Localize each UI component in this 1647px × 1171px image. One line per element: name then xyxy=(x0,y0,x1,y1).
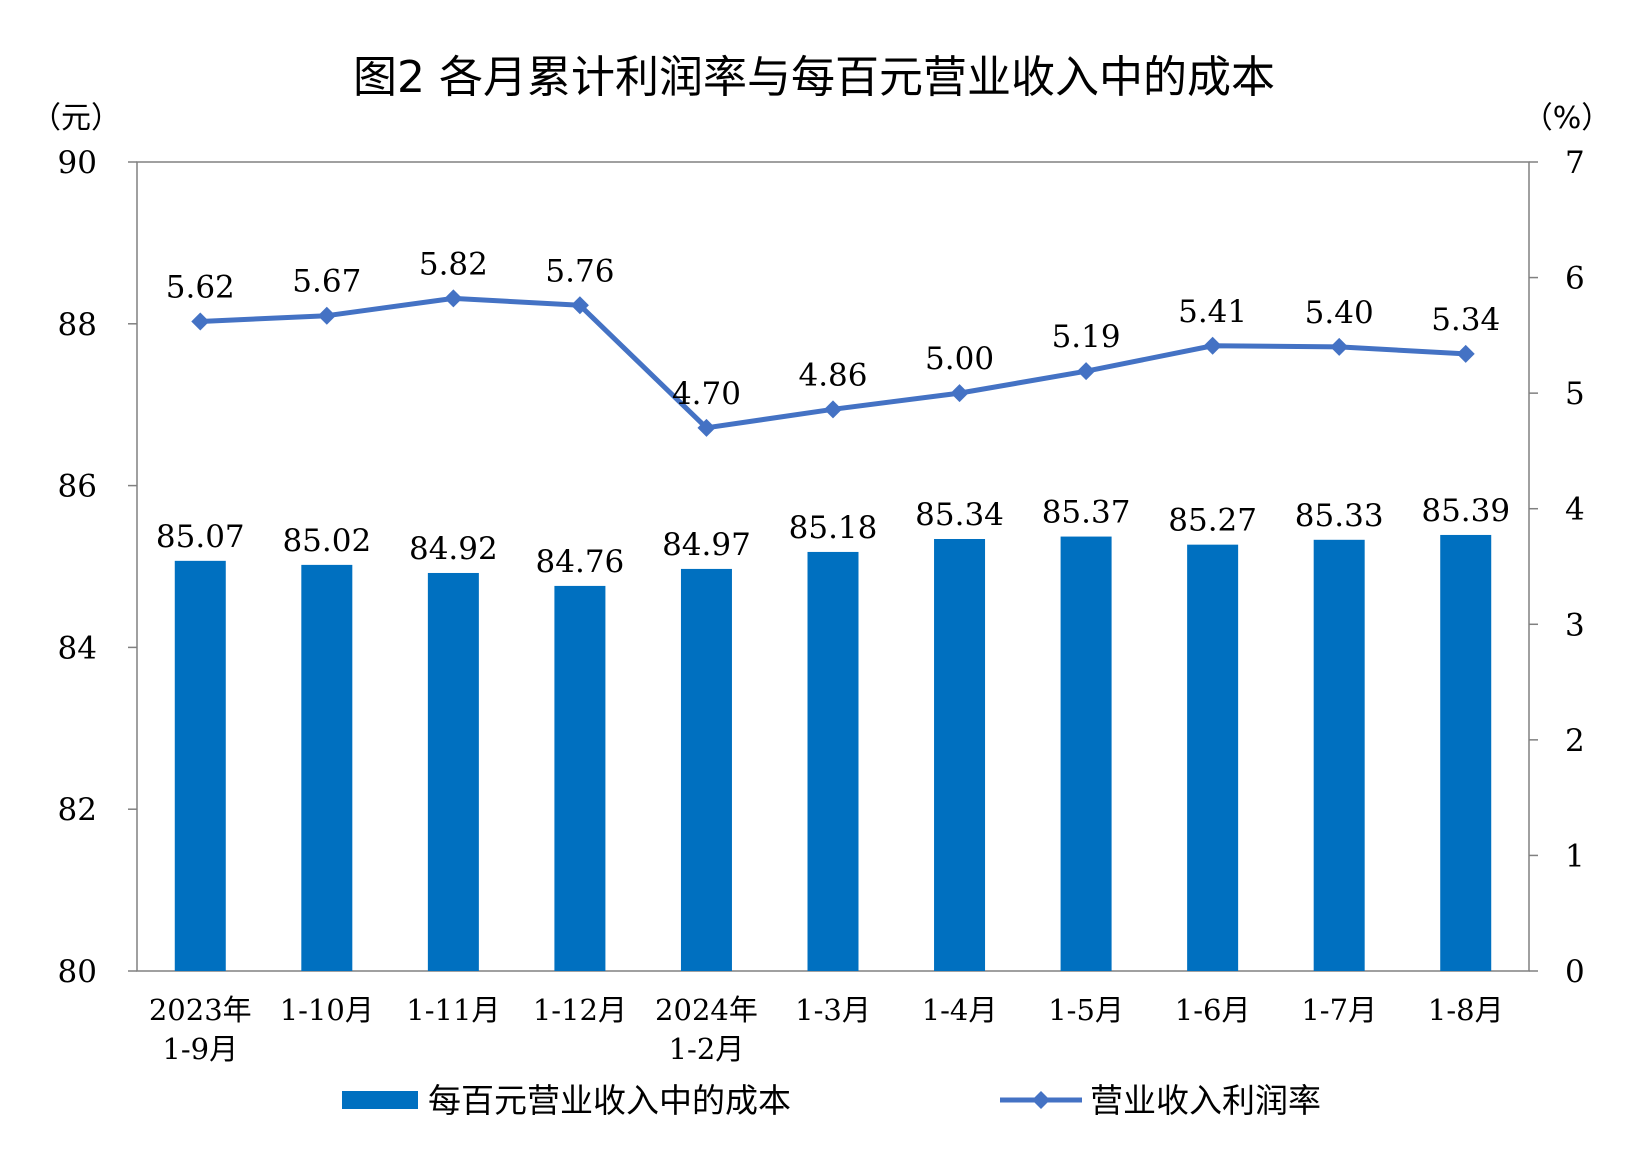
line-marker xyxy=(950,384,969,403)
legend-label-bar: 每百元营业收入中的成本 xyxy=(428,1081,791,1120)
line-data-labels: 5.62 5.67 5.82 5.76 4.70 4.86 5.00 5.19 5.41 5.40… xyxy=(166,246,1500,411)
line-value-label: 5.34 xyxy=(1431,302,1500,338)
line-value-label: 5.41 xyxy=(1178,294,1247,330)
y-right-tick-label: 4 xyxy=(1565,492,1585,528)
bar xyxy=(807,551,859,971)
bar-value-label: 84.76 xyxy=(536,544,625,580)
y-left-tick-label: 88 xyxy=(58,307,97,343)
line-marker xyxy=(317,306,336,325)
bar xyxy=(1187,544,1239,971)
bar xyxy=(1440,534,1492,971)
bar xyxy=(1313,539,1365,971)
bar-value-label: 85.37 xyxy=(1042,495,1131,531)
line-marker xyxy=(1330,337,1349,356)
line-value-label: 5.82 xyxy=(419,246,488,282)
line-value-label: 4.70 xyxy=(672,376,741,412)
x-tick-label: 1-4月 xyxy=(922,993,998,1027)
line-value-label: 5.62 xyxy=(166,269,235,305)
x-tick-label: 1-3月 xyxy=(795,993,871,1027)
line-value-label: 5.67 xyxy=(292,264,361,300)
y-left-tick-label: 82 xyxy=(58,792,97,828)
x-tick-label: 1-7月 xyxy=(1301,993,1377,1027)
y-right-tick-label: 2 xyxy=(1565,723,1585,759)
y-right-tick-label: 5 xyxy=(1565,376,1585,412)
line-value-label: 5.76 xyxy=(545,253,614,289)
bar-value-label: 85.27 xyxy=(1168,503,1257,539)
x-tick-label: 1-5月 xyxy=(1048,993,1124,1027)
y-left-axis: 80 82 84 86 88 90 xyxy=(58,145,137,990)
line-value-label: 4.86 xyxy=(798,357,867,393)
y-right-tick-label: 3 xyxy=(1565,607,1585,643)
bar xyxy=(554,585,606,971)
y-right-unit: （%） xyxy=(1523,101,1612,136)
bar-value-label: 85.02 xyxy=(282,523,371,559)
legend: 每百元营业收入中的成本 营业收入利润率 xyxy=(342,1081,1321,1120)
x-tick-label: 1-10月 xyxy=(280,993,374,1027)
x-tick-label: 1-2月 xyxy=(669,1032,745,1066)
x-tick-label: 2023年 xyxy=(149,993,252,1027)
bar-series xyxy=(174,534,1492,971)
bar xyxy=(1060,536,1112,971)
y-left-tick-label: 84 xyxy=(58,630,97,666)
y-right-tick-label: 0 xyxy=(1565,954,1585,990)
y-right-axis: 0 1 2 3 4 5 6 7 xyxy=(1529,145,1585,990)
line-value-label: 5.19 xyxy=(1052,319,1121,355)
line-marker xyxy=(444,289,463,308)
y-left-unit: （元） xyxy=(31,101,121,136)
y-left-tick-label: 80 xyxy=(58,954,97,990)
chart-title: 图2 各月累计利润率与每百元营业收入中的成本 xyxy=(353,52,1275,103)
bar-value-label: 84.97 xyxy=(662,527,751,563)
bar xyxy=(427,572,479,971)
y-right-tick-label: 1 xyxy=(1565,838,1585,874)
line-marker xyxy=(1077,362,1096,381)
y-left-tick-label: 90 xyxy=(58,145,97,181)
bar xyxy=(934,538,986,971)
line-value-label: 5.00 xyxy=(925,341,994,377)
bar xyxy=(680,568,732,971)
x-tick-label: 1-8月 xyxy=(1428,993,1504,1027)
bar-value-label: 85.18 xyxy=(789,510,878,546)
legend-swatch-bar xyxy=(342,1091,418,1109)
line-series xyxy=(191,289,1475,437)
bar-data-labels: 85.07 85.02 84.92 84.76 84.97 85.18 85.34 85.37… xyxy=(156,493,1510,580)
line-marker xyxy=(1456,344,1475,363)
x-tick-label: 1-9月 xyxy=(162,1032,238,1066)
x-axis: 2023年 1-9月 1-10月 1-11月 1-12月 2024年 1-2月 1-3月 1-4… xyxy=(149,993,1504,1066)
bar xyxy=(174,560,226,971)
bar xyxy=(301,564,353,971)
x-tick-label: 1-11月 xyxy=(406,993,500,1027)
legend-swatch-marker xyxy=(1032,1091,1050,1109)
x-tick-label: 1-6月 xyxy=(1175,993,1251,1027)
x-tick-label: 1-12月 xyxy=(533,993,627,1027)
bar-value-label: 85.39 xyxy=(1421,493,1510,529)
y-right-tick-label: 7 xyxy=(1565,145,1585,181)
bar-value-label: 85.34 xyxy=(915,497,1004,533)
legend-label-line: 营业收入利润率 xyxy=(1090,1081,1321,1120)
bar-value-label: 85.07 xyxy=(156,519,245,555)
line-marker xyxy=(824,400,842,419)
x-tick-label: 2024年 xyxy=(655,993,758,1027)
y-right-tick-label: 6 xyxy=(1565,261,1585,297)
line-marker xyxy=(191,312,210,331)
line-marker xyxy=(697,418,716,437)
line-marker xyxy=(570,296,589,315)
line-value-label: 5.40 xyxy=(1305,295,1374,331)
bar-value-label: 85.33 xyxy=(1295,498,1384,534)
y-left-tick-label: 86 xyxy=(58,469,97,505)
bar-value-label: 84.92 xyxy=(409,531,498,567)
line-marker xyxy=(1203,336,1222,355)
